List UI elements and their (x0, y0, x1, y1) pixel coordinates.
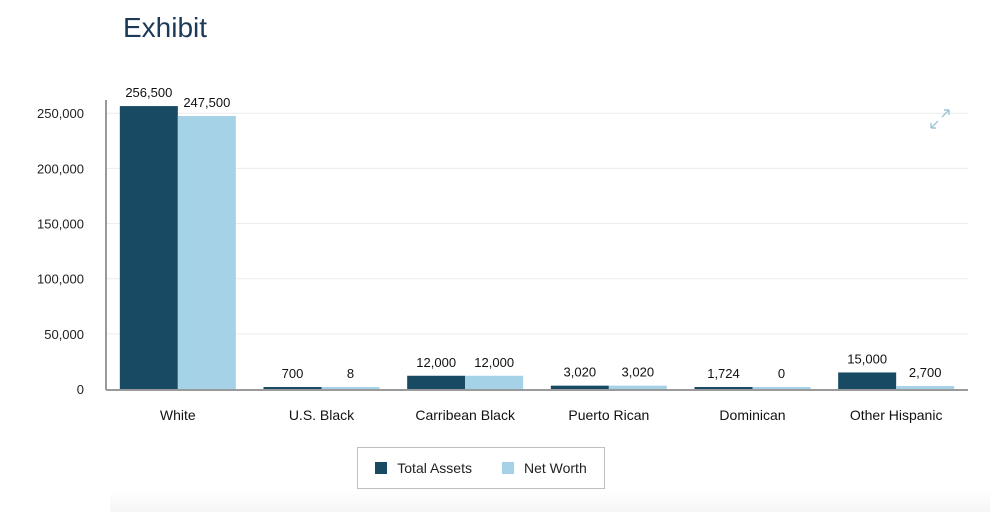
data-label: 3,020 (622, 365, 655, 380)
bar-total-assets (119, 106, 178, 389)
bar-total-assets (263, 387, 322, 389)
data-label: 8 (347, 366, 354, 381)
chart-legend: Total Assets Net Worth (357, 447, 605, 489)
data-label: 256,500 (125, 85, 172, 100)
legend-swatch-net-worth (501, 462, 514, 474)
y-tick-label: 250,000 (37, 106, 84, 121)
y-tick-label: 100,000 (37, 272, 84, 287)
y-tick-label: 150,000 (37, 217, 84, 232)
data-label: 12,000 (416, 355, 456, 370)
data-label: 3,020 (564, 365, 597, 380)
x-tick-label: U.S. Black (289, 407, 355, 423)
data-label: 2,700 (909, 365, 942, 380)
bar-net-worth (321, 387, 380, 389)
page-title: Exhibit (123, 12, 208, 43)
data-label: 12,000 (474, 355, 514, 370)
expand-icon[interactable] (929, 108, 951, 130)
data-label: 247,500 (183, 95, 230, 110)
x-tick-label: Carribean Black (415, 407, 516, 423)
x-tick-label: Dominican (719, 407, 785, 423)
y-tick-label: 0 (77, 382, 84, 397)
bar-net-worth (608, 385, 667, 389)
legend-item-total-assets[interactable]: Total Assets (375, 460, 472, 476)
x-tick-label: White (160, 407, 196, 423)
bar-total-assets (407, 375, 466, 389)
x-tick-label: Puerto Rican (568, 407, 649, 423)
data-label: 15,000 (847, 351, 887, 366)
legend-label-net-worth: Net Worth (523, 460, 587, 476)
bar-net-worth (752, 387, 811, 389)
bar-net-worth (896, 386, 955, 389)
y-tick-label: 50,000 (44, 327, 84, 342)
bar-net-worth (177, 115, 236, 390)
data-label: 700 (282, 366, 304, 381)
bar-total-assets (550, 385, 609, 389)
legend-swatch-total-assets (375, 462, 388, 474)
x-tick-label: Other Hispanic (850, 407, 943, 423)
bar-total-assets (694, 387, 753, 389)
y-tick-label: 200,000 (37, 161, 84, 176)
data-label: 0 (778, 366, 785, 381)
bottom-shadow (110, 490, 990, 512)
legend-item-net-worth[interactable]: Net Worth (501, 460, 587, 476)
data-label: 1,724 (707, 366, 740, 381)
bar-net-worth (465, 375, 524, 389)
bar-total-assets (838, 372, 897, 389)
legend-label-total-assets: Total Assets (397, 460, 472, 476)
